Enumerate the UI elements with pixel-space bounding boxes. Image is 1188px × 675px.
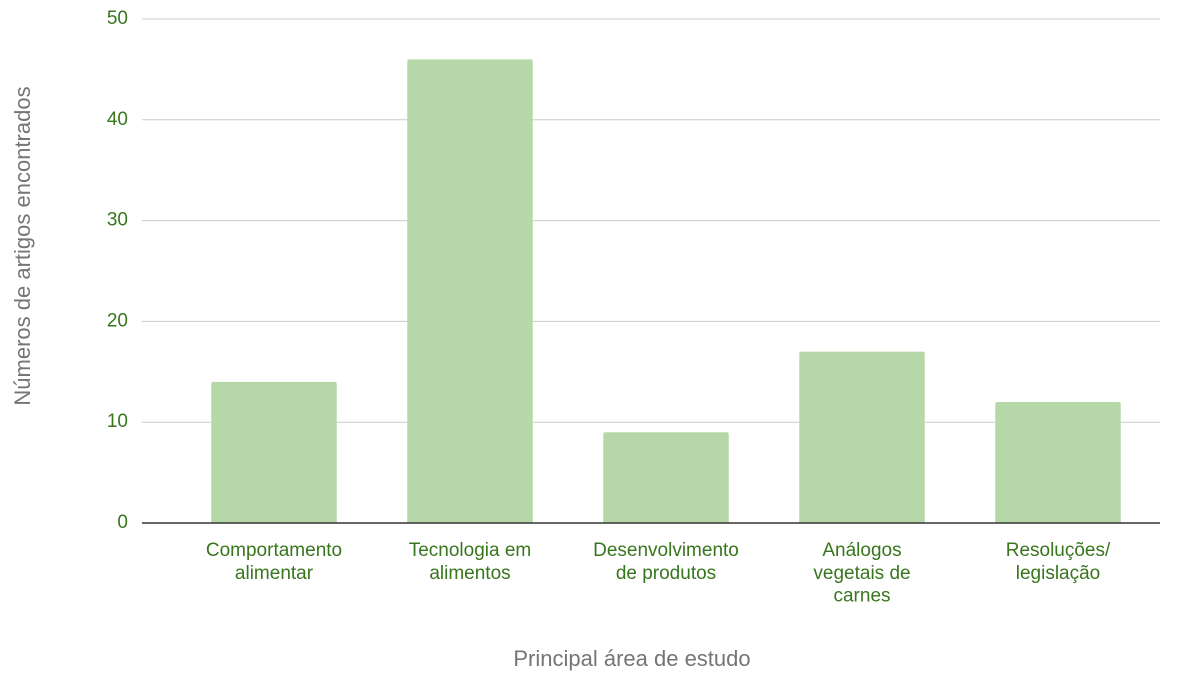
y-tick-label: 10: [107, 411, 128, 432]
y-tick-label: 30: [107, 210, 128, 231]
x-tick-label: Comportamento alimentar: [206, 540, 342, 584]
x-tick-label: Resoluções/legislação: [1006, 540, 1111, 584]
bar: [995, 402, 1121, 523]
bar: [211, 381, 337, 523]
bar: [407, 59, 533, 523]
x-axis-title: Principal área de estudo: [513, 646, 750, 671]
y-tick-label: 40: [107, 109, 128, 130]
y-tick-label: 20: [107, 310, 128, 331]
y-axis-title: Números de artigos encontrados: [10, 86, 35, 405]
x-tick-label: Tecnologia em alimentos: [409, 540, 532, 584]
x-tick-label: Desenvolvimento de produtos: [593, 540, 739, 584]
x-tick-label: Análogos vegetais de carnes: [813, 540, 910, 607]
bar: [799, 351, 925, 523]
y-tick-label: 50: [107, 8, 128, 29]
y-tick-label: 0: [117, 512, 128, 533]
bar: [603, 432, 729, 523]
